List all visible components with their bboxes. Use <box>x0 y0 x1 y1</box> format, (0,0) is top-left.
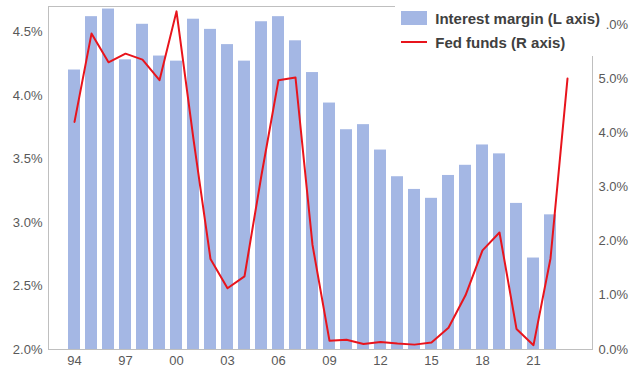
svg-text:97: 97 <box>118 353 132 368</box>
svg-text:3.5%: 3.5% <box>13 151 43 166</box>
svg-text:06: 06 <box>271 353 285 368</box>
svg-text:18: 18 <box>475 353 489 368</box>
svg-text:4.0%: 4.0% <box>13 88 43 103</box>
svg-text:09: 09 <box>322 353 336 368</box>
svg-text:94: 94 <box>67 353 81 368</box>
svg-text:03: 03 <box>220 353 234 368</box>
svg-text:4.5%: 4.5% <box>13 24 43 39</box>
svg-text:1.0%: 1.0% <box>599 287 629 302</box>
svg-text:0.0%: 0.0% <box>599 342 629 357</box>
html-text:Interest margin (L axis): Interest margin (L axis) <box>435 9 600 27</box>
svg-text:5.0%: 5.0% <box>599 71 629 86</box>
svg-text:12: 12 <box>373 353 387 368</box>
svg-text:00: 00 <box>169 353 183 368</box>
svg-text:4.0%: 4.0% <box>599 125 629 140</box>
svg-text:3.0%: 3.0% <box>599 179 629 194</box>
svg-text:2.0%: 2.0% <box>599 233 629 248</box>
svg-text:15: 15 <box>424 353 438 368</box>
svg-text:2.0%: 2.0% <box>13 342 43 357</box>
svg-text:3.0%: 3.0% <box>13 215 43 230</box>
html-text:Fed funds (R axis): Fed funds (R axis) <box>435 33 566 51</box>
svg-text:2.5%: 2.5% <box>13 278 43 293</box>
svg-text:6.0%: 6.0% <box>598 16 629 32</box>
svg-text:21: 21 <box>526 353 540 368</box>
